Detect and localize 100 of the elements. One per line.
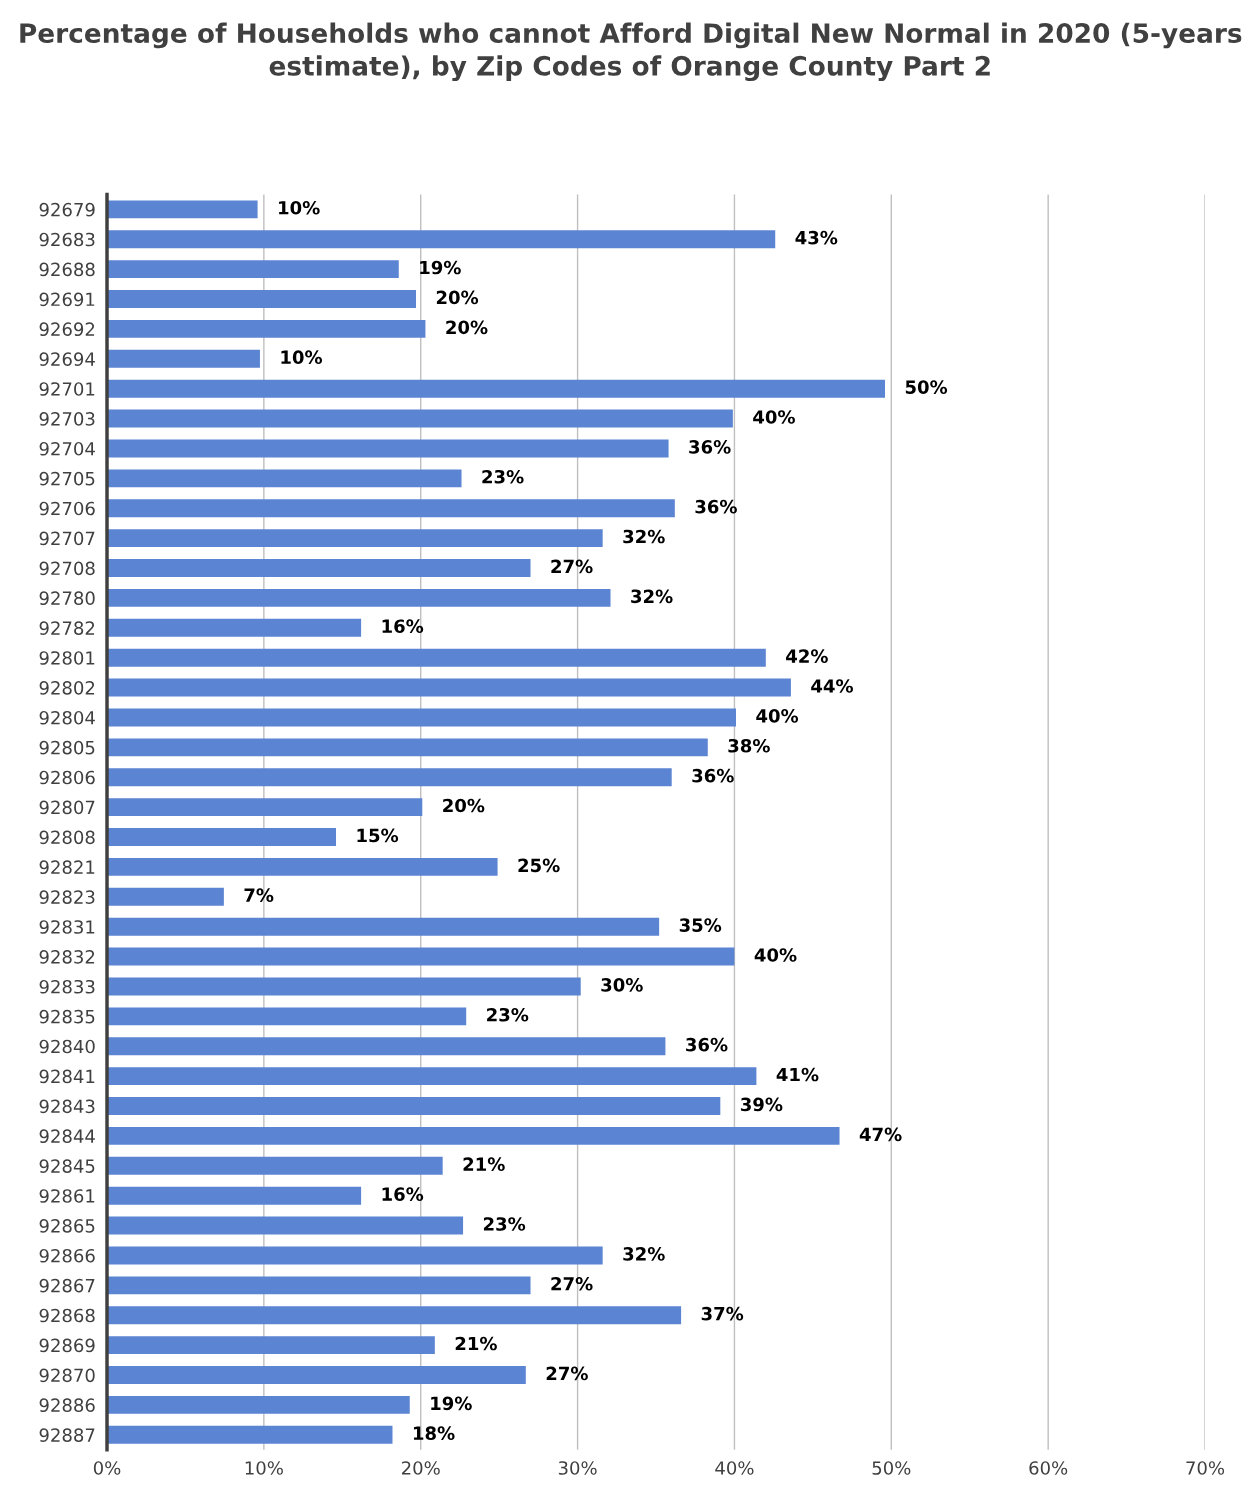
data-label: 32% bbox=[631, 589, 673, 604]
data-label: 19% bbox=[420, 260, 461, 275]
bar bbox=[107, 798, 423, 817]
y-tick-label: 92683 bbox=[39, 232, 95, 247]
y-tick-label: 92708 bbox=[39, 561, 95, 576]
y-tick-label: 92887 bbox=[39, 1428, 95, 1442]
y-tick-label: 92869 bbox=[39, 1338, 95, 1353]
y-tick-label: 92805 bbox=[39, 740, 95, 755]
bar bbox=[107, 1186, 362, 1205]
bar bbox=[107, 529, 603, 548]
y-tick-label: 92801 bbox=[39, 651, 95, 665]
x-tick-label: 10% bbox=[245, 1461, 283, 1475]
bar bbox=[107, 977, 581, 996]
y-tick-label: 92821 bbox=[39, 860, 95, 875]
y-tick-label: 92806 bbox=[39, 770, 95, 785]
y-tick-label: 92701 bbox=[39, 382, 95, 396]
data-label: 20% bbox=[446, 320, 488, 335]
y-tick-label: 92831 bbox=[39, 920, 95, 934]
data-label: 35% bbox=[679, 918, 722, 932]
data-label: 30% bbox=[601, 978, 643, 992]
y-tick-label: 92707 bbox=[39, 531, 95, 546]
y-tick-label: 92782 bbox=[39, 621, 95, 635]
y-tick-label: 92706 bbox=[39, 501, 95, 516]
bar bbox=[107, 1007, 467, 1026]
bar bbox=[107, 1395, 410, 1414]
data-label: 36% bbox=[689, 440, 731, 454]
data-label: 36% bbox=[692, 768, 734, 783]
bar bbox=[107, 290, 417, 308]
data-label: 40% bbox=[753, 410, 795, 424]
data-label: 40% bbox=[756, 709, 799, 723]
x-tick-label: 30% bbox=[558, 1461, 597, 1475]
y-tick-label: 92844 bbox=[39, 1129, 95, 1144]
bar bbox=[107, 1037, 666, 1056]
bar bbox=[107, 887, 224, 906]
y-tick-label: 92694 bbox=[39, 352, 95, 366]
x-tick-label: 0% bbox=[93, 1461, 121, 1475]
bar bbox=[107, 260, 399, 279]
y-tick-label: 92870 bbox=[39, 1368, 95, 1383]
x-tick-label: 50% bbox=[872, 1461, 911, 1475]
data-label: 21% bbox=[455, 1336, 497, 1351]
data-label: 41% bbox=[776, 1067, 819, 1082]
data-label: 44% bbox=[811, 679, 853, 693]
bar bbox=[107, 1216, 464, 1235]
y-tick-label: 92823 bbox=[39, 890, 95, 904]
data-label: 39% bbox=[740, 1097, 783, 1112]
y-tick-label: 92865 bbox=[39, 1219, 95, 1233]
x-tick-label: 60% bbox=[1029, 1461, 1068, 1475]
data-label: 23% bbox=[482, 469, 524, 484]
y-tick-label: 92867 bbox=[39, 1278, 95, 1293]
data-label: 27% bbox=[551, 1276, 593, 1291]
bar bbox=[107, 1126, 840, 1145]
y-tick-label: 92832 bbox=[39, 950, 95, 964]
y-tick-label: 92861 bbox=[39, 1189, 95, 1203]
chart-title: Percentage of Households who cannot Afford Digital New Normal in 2020 (5-years estimate), by Zip Codes of Orange County Part 2 bbox=[20, 22, 1242, 82]
bar bbox=[107, 349, 260, 368]
data-label: 23% bbox=[483, 1217, 526, 1231]
bar bbox=[107, 588, 611, 607]
data-label: 25% bbox=[518, 858, 560, 873]
bar bbox=[107, 857, 498, 876]
bar bbox=[107, 1366, 526, 1384]
data-label: 7% bbox=[244, 888, 274, 903]
data-label: 27% bbox=[546, 1366, 588, 1381]
data-label: 42% bbox=[786, 649, 828, 663]
data-label: 16% bbox=[382, 619, 424, 634]
y-tick-label: 92866 bbox=[39, 1248, 95, 1263]
bar bbox=[107, 1067, 757, 1086]
data-label: 20% bbox=[436, 290, 479, 305]
bar bbox=[107, 1156, 443, 1175]
data-label: 32% bbox=[623, 1247, 665, 1261]
x-tick-label: 20% bbox=[401, 1461, 440, 1475]
y-tick-label: 92886 bbox=[39, 1398, 95, 1413]
y-tick-label: 92843 bbox=[39, 1099, 95, 1114]
y-tick-label: 92841 bbox=[39, 1069, 95, 1084]
y-tick-label: 92692 bbox=[39, 322, 95, 337]
bar bbox=[107, 648, 766, 667]
y-tick-label: 92845 bbox=[39, 1159, 95, 1173]
y-tick-label: 92802 bbox=[39, 681, 95, 695]
y-tick-label: 92840 bbox=[39, 1039, 95, 1054]
x-tick-label: 40% bbox=[715, 1461, 754, 1475]
bar bbox=[107, 439, 669, 458]
y-tick-label: 92780 bbox=[39, 591, 95, 606]
data-label: 19% bbox=[431, 1396, 472, 1411]
y-tick-label: 92868 bbox=[39, 1308, 95, 1323]
bar bbox=[107, 678, 791, 697]
bar bbox=[107, 947, 735, 966]
bar bbox=[107, 1336, 435, 1355]
bar bbox=[107, 618, 362, 637]
bar bbox=[107, 1246, 603, 1265]
data-label: 20% bbox=[443, 798, 485, 813]
bar bbox=[107, 319, 426, 338]
data-label: 18% bbox=[413, 1426, 455, 1441]
y-tick-label: 92808 bbox=[39, 830, 95, 845]
data-label: 10% bbox=[281, 350, 323, 365]
x-tick-label: 70% bbox=[1186, 1461, 1225, 1475]
y-tick-label: 92703 bbox=[39, 412, 95, 426]
data-label: 50% bbox=[905, 380, 948, 394]
data-label: 21% bbox=[463, 1157, 505, 1172]
bar bbox=[107, 409, 733, 428]
y-tick-label: 92807 bbox=[39, 800, 95, 815]
data-label: 38% bbox=[728, 738, 770, 753]
